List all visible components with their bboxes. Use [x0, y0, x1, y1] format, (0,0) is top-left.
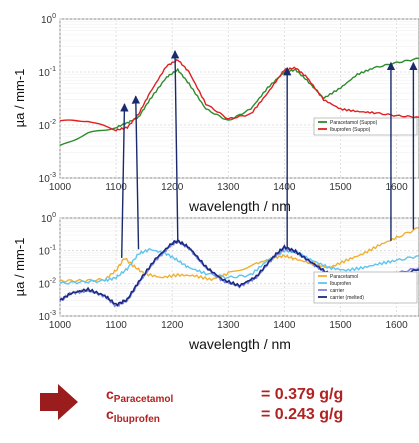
concentration-label: cParacetamol	[106, 386, 173, 405]
x-tick-label: 1200	[161, 320, 184, 331]
y-tick-label: 10-2	[39, 277, 56, 290]
legend-entry: Ibuprofen (Suppo)	[330, 127, 371, 133]
x-tick-label: 1600	[385, 182, 408, 193]
x-tick-label: 1200	[161, 182, 184, 193]
y-tick-label: 10-2	[39, 119, 56, 132]
series-line	[59, 227, 419, 283]
legend-entry: Ibuprofen	[330, 281, 351, 287]
series-line	[59, 58, 419, 132]
peak-correspondence-arrows	[120, 50, 418, 258]
y-tick-label: 10-1	[39, 66, 56, 79]
x-tick-label: 1000	[49, 182, 72, 193]
x-tick-label: 1400	[273, 320, 296, 331]
x-tick-label: 1300	[217, 320, 240, 331]
legend-entry: carrier	[330, 288, 345, 294]
top-absorption-chart: 1000 1100 1200 1300 1400 1500 1600 10-3 10-2 10-1…	[12, 13, 419, 214]
x-tick-label: 1500	[329, 182, 352, 193]
concentration-value: = 0.379 g/g	[261, 386, 343, 403]
legend-entry: Paracetamol (Suppo)	[330, 120, 378, 126]
y-axis-label: µa / mm-1	[12, 238, 27, 297]
concentration-label: cIbuprofen	[106, 406, 160, 425]
result-arrow-icon	[40, 384, 78, 420]
y-tick-label: 10-3	[39, 310, 56, 323]
concentration-value: = 0.243 g/g	[261, 406, 343, 423]
y-tick-label: 100	[41, 212, 56, 225]
peak-arrow	[120, 103, 129, 258]
x-axis-label: wavelength / nm	[188, 336, 291, 352]
x-tick-label: 1300	[217, 182, 240, 193]
x-tick-label: 1600	[385, 320, 408, 331]
series-line	[59, 247, 419, 285]
legend-box	[313, 271, 418, 304]
concentration-results: cParacetamol = 0.379 g/g cIbuprofen = 0.243…	[40, 384, 343, 425]
y-tick-label: 10-1	[39, 245, 56, 258]
x-tick-label: 1500	[329, 320, 352, 331]
plot-area	[59, 18, 419, 179]
x-tick-label: 1100	[105, 320, 127, 331]
y-axis-label: µa / mm-1	[12, 69, 27, 128]
x-tick-label: 1400	[273, 182, 296, 193]
peak-arrow	[170, 50, 180, 241]
peak-arrow	[131, 95, 141, 250]
y-tick-label: 100	[41, 13, 56, 26]
legend-entry: carrier (melted)	[330, 295, 364, 301]
y-tick-label: 10-3	[39, 172, 56, 185]
legend-entry: Paracetamol	[330, 274, 358, 280]
x-tick-label: 1100	[105, 182, 127, 193]
x-axis-label: wavelength / nm	[188, 198, 291, 214]
bottom-absorption-chart: 1000 1100 1200 1300 1400 1500 1600 10-3 10-2 10-1…	[12, 212, 419, 352]
x-tick-label: 1000	[49, 320, 72, 331]
